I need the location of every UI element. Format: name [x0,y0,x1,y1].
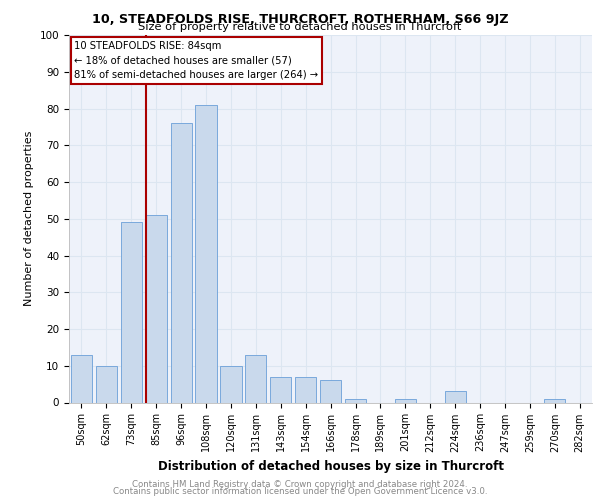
Bar [121,222,142,402]
Bar [544,399,565,402]
Bar [170,123,192,402]
Bar [146,215,167,402]
X-axis label: Distribution of detached houses by size in Thurcroft: Distribution of detached houses by size … [158,460,503,473]
Text: 10 STEADFOLDS RISE: 84sqm
← 18% of detached houses are smaller (57)
81% of semi-: 10 STEADFOLDS RISE: 84sqm ← 18% of detac… [74,40,319,80]
Bar [270,377,292,402]
Text: 10, STEADFOLDS RISE, THURCROFT, ROTHERHAM, S66 9JZ: 10, STEADFOLDS RISE, THURCROFT, ROTHERHA… [92,12,508,26]
Bar [345,399,366,402]
Bar [320,380,341,402]
Text: Contains public sector information licensed under the Open Government Licence v3: Contains public sector information licen… [113,487,487,496]
Text: Contains HM Land Registry data © Crown copyright and database right 2024.: Contains HM Land Registry data © Crown c… [132,480,468,489]
Bar [295,377,316,402]
Text: Size of property relative to detached houses in Thurcroft: Size of property relative to detached ho… [139,22,461,32]
Bar [96,366,117,403]
Y-axis label: Number of detached properties: Number of detached properties [24,131,34,306]
Bar [220,366,242,403]
Bar [196,105,217,403]
Bar [245,354,266,403]
Bar [71,354,92,403]
Bar [445,392,466,402]
Bar [395,399,416,402]
